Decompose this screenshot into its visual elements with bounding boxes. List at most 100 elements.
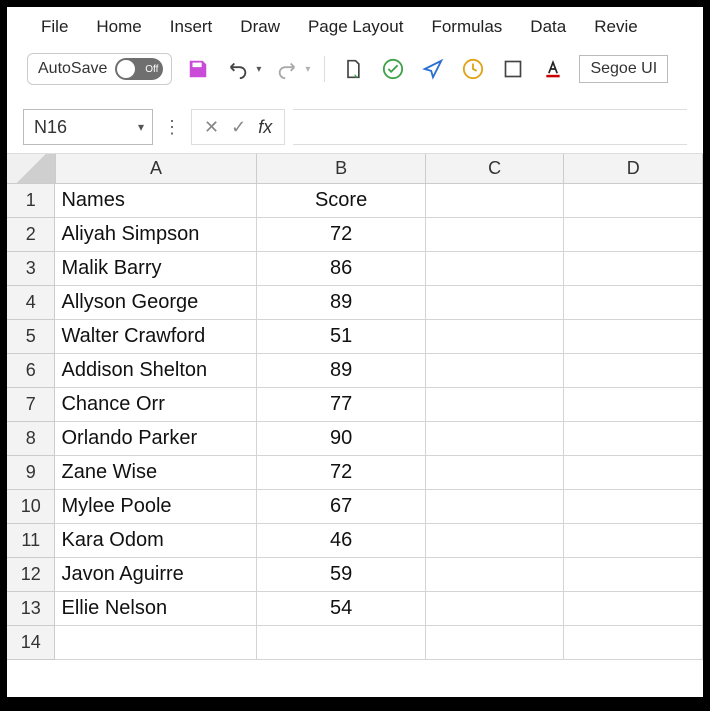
row-header[interactable]: 9 (7, 456, 55, 490)
undo-icon[interactable] (224, 55, 252, 83)
row-header[interactable]: 14 (7, 626, 55, 660)
row-header[interactable]: 12 (7, 558, 55, 592)
cell[interactable] (55, 626, 257, 660)
cell[interactable] (426, 320, 565, 354)
cell[interactable] (426, 524, 565, 558)
col-header-a[interactable]: A (56, 154, 258, 183)
redo-icon[interactable] (273, 55, 301, 83)
cell[interactable]: Chance Orr (55, 388, 257, 422)
cell[interactable]: 46 (257, 524, 425, 558)
menu-home[interactable]: Home (96, 17, 141, 37)
cell[interactable]: Walter Crawford (55, 320, 257, 354)
cell[interactable] (564, 354, 703, 388)
save-icon[interactable] (184, 55, 212, 83)
cell[interactable] (257, 626, 425, 660)
cell[interactable]: Allyson George (55, 286, 257, 320)
row-header[interactable]: 10 (7, 490, 55, 524)
cell[interactable] (564, 184, 703, 218)
row-header[interactable]: 1 (7, 184, 55, 218)
row-header[interactable]: 13 (7, 592, 55, 626)
col-header-b[interactable]: B (257, 154, 425, 183)
cell[interactable]: Score (257, 184, 425, 218)
cancel-icon[interactable]: ✕ (204, 117, 219, 138)
cell[interactable]: 89 (257, 354, 425, 388)
cell[interactable] (564, 422, 703, 456)
cell[interactable] (564, 524, 703, 558)
cell[interactable] (564, 218, 703, 252)
cell[interactable]: 72 (257, 456, 425, 490)
select-all-corner[interactable] (7, 154, 56, 183)
cell[interactable] (564, 490, 703, 524)
cell[interactable]: Addison Shelton (55, 354, 257, 388)
cell[interactable] (426, 388, 565, 422)
chevron-down-icon[interactable]: ▾ (138, 120, 144, 134)
cell[interactable] (564, 388, 703, 422)
cell[interactable]: Zane Wise (55, 456, 257, 490)
more-icon[interactable]: ⋮ (161, 117, 183, 138)
cell[interactable]: 89 (257, 286, 425, 320)
menu-page-layout[interactable]: Page Layout (308, 17, 403, 37)
col-header-c[interactable]: C (426, 154, 565, 183)
fx-icon[interactable]: fx (258, 117, 272, 138)
row-header[interactable]: 7 (7, 388, 55, 422)
cell[interactable] (426, 422, 565, 456)
cell[interactable]: 86 (257, 252, 425, 286)
check-circle-icon[interactable] (379, 55, 407, 83)
cell[interactable] (564, 558, 703, 592)
formula-input[interactable] (293, 109, 687, 145)
cell[interactable]: Malik Barry (55, 252, 257, 286)
cell[interactable] (426, 558, 565, 592)
checkbox-icon[interactable] (499, 55, 527, 83)
cell[interactable]: 72 (257, 218, 425, 252)
row-header[interactable]: 2 (7, 218, 55, 252)
cell[interactable]: Ellie Nelson (55, 592, 257, 626)
menu-draw[interactable]: Draw (240, 17, 280, 37)
name-box[interactable]: N16 ▾ (23, 109, 153, 145)
cell[interactable]: Kara Odom (55, 524, 257, 558)
cell[interactable]: 90 (257, 422, 425, 456)
cell[interactable] (426, 490, 565, 524)
menu-formulas[interactable]: Formulas (431, 17, 502, 37)
cell[interactable] (564, 252, 703, 286)
row-header[interactable]: 8 (7, 422, 55, 456)
cell[interactable] (564, 320, 703, 354)
navigation-icon[interactable] (419, 55, 447, 83)
font-color-icon[interactable] (539, 55, 567, 83)
row-header[interactable]: 6 (7, 354, 55, 388)
menu-review[interactable]: Revie (594, 17, 637, 37)
cell[interactable] (426, 626, 565, 660)
cell[interactable]: Aliyah Simpson (55, 218, 257, 252)
menu-insert[interactable]: Insert (170, 17, 213, 37)
cell[interactable] (564, 626, 703, 660)
cell[interactable]: 54 (257, 592, 425, 626)
cell[interactable]: Mylee Poole (55, 490, 257, 524)
cell[interactable] (426, 354, 565, 388)
cell[interactable]: 51 (257, 320, 425, 354)
cell[interactable]: 67 (257, 490, 425, 524)
row-header[interactable]: 3 (7, 252, 55, 286)
cell[interactable]: Orlando Parker (55, 422, 257, 456)
cell[interactable] (426, 218, 565, 252)
menu-file[interactable]: File (41, 17, 68, 37)
cell[interactable] (564, 286, 703, 320)
cell[interactable]: Names (55, 184, 257, 218)
undo-dropdown[interactable]: ▾ (256, 64, 261, 75)
cell[interactable] (426, 184, 565, 218)
cell[interactable] (564, 592, 703, 626)
cell[interactable]: 59 (257, 558, 425, 592)
col-header-d[interactable]: D (564, 154, 703, 183)
row-header[interactable]: 11 (7, 524, 55, 558)
cell[interactable] (426, 592, 565, 626)
cell[interactable] (426, 456, 565, 490)
cell[interactable]: Javon Aguirre (55, 558, 257, 592)
accept-icon[interactable]: ✓ (231, 117, 246, 138)
row-header[interactable]: 4 (7, 286, 55, 320)
cell[interactable]: 77 (257, 388, 425, 422)
cell[interactable] (426, 286, 565, 320)
cell[interactable] (426, 252, 565, 286)
clock-icon[interactable] (459, 55, 487, 83)
new-file-icon[interactable] (339, 55, 367, 83)
menu-data[interactable]: Data (530, 17, 566, 37)
autosave-toggle[interactable]: AutoSave Off (27, 53, 172, 85)
cell[interactable] (564, 456, 703, 490)
